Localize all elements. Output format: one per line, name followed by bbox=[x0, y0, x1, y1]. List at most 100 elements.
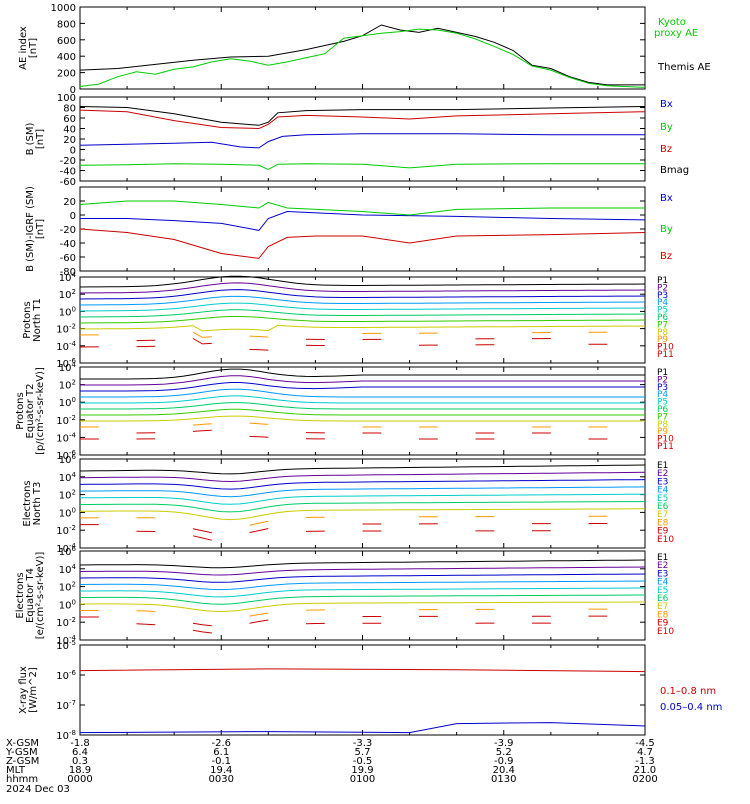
axis-row-value: 0130 bbox=[491, 774, 516, 785]
legend-entry: E10 bbox=[657, 627, 674, 637]
legend-entry: By bbox=[660, 224, 673, 235]
flux-channel-e9 bbox=[250, 620, 269, 623]
y-axis-label: B (SM)-IGRF (SM)[nT] bbox=[25, 186, 46, 272]
y-axis-label-line: North T3 bbox=[32, 482, 43, 526]
legend-entry: Bx bbox=[660, 99, 673, 110]
y-tick-label: 104 bbox=[59, 361, 77, 374]
y-tick-label: 100 bbox=[59, 396, 76, 409]
y-tick-label: 100 bbox=[59, 598, 76, 611]
series-line-bmag bbox=[80, 107, 645, 126]
y-tick-label: 40 bbox=[63, 125, 76, 136]
series-line-by bbox=[80, 201, 645, 215]
flux-channel-e8 bbox=[250, 521, 269, 525]
y-tick-label: 10-2 bbox=[56, 524, 76, 537]
flux-channel-p9 bbox=[250, 423, 269, 424]
flux-channel-e10 bbox=[193, 536, 212, 540]
flux-channel-p9 bbox=[250, 336, 269, 337]
y-tick-label: -20 bbox=[60, 156, 76, 167]
panel-frame bbox=[80, 7, 645, 89]
y-tick-label: 102 bbox=[59, 288, 76, 301]
y-tick-label: 102 bbox=[59, 379, 76, 392]
series-line-bz bbox=[80, 229, 645, 258]
legend-entry: Kyoto bbox=[658, 17, 686, 28]
y-tick-label: 102 bbox=[59, 489, 76, 502]
y-tick-label: 200 bbox=[57, 69, 76, 80]
y-tick-label: 10-2 bbox=[56, 414, 76, 427]
axis-row-value: 0100 bbox=[350, 774, 375, 785]
legend-entry: P11 bbox=[657, 442, 674, 452]
y-tick-label: -60 bbox=[60, 253, 76, 264]
series-line-xray bbox=[80, 669, 645, 672]
panel-frame bbox=[80, 367, 645, 455]
flux-channel-e1 bbox=[80, 465, 645, 474]
y-axis-label-line: [nT] bbox=[35, 219, 46, 239]
y-tick-label: 104 bbox=[59, 471, 77, 484]
legend-entry: Bx bbox=[660, 193, 673, 204]
axis-row-value: 0000 bbox=[67, 774, 92, 785]
y-tick-label: 106 bbox=[59, 545, 77, 558]
flux-channel-e8 bbox=[137, 611, 156, 612]
flux-channel-e8 bbox=[250, 613, 269, 616]
flux-channel-e9 bbox=[250, 529, 269, 533]
series-line-themis-ae bbox=[80, 25, 645, 85]
y-tick-label: 20 bbox=[63, 197, 76, 208]
legend-entry: 0.1–0.8 nm bbox=[660, 686, 716, 697]
y-axis-label-line: [W/m^2] bbox=[28, 667, 39, 713]
legend-entry: Bmag bbox=[660, 165, 689, 176]
flux-channel-p9 bbox=[193, 424, 212, 425]
flux-channel-p7 bbox=[80, 317, 645, 324]
y-tick-label: 100 bbox=[59, 506, 76, 519]
y-axis-label-line: [e/(cm²-s-sr-keV)] bbox=[35, 552, 46, 640]
flux-channel-e4 bbox=[80, 487, 645, 497]
flux-channel-p9 bbox=[193, 332, 212, 337]
y-axis-label: X-ray flux[W/m^2] bbox=[18, 666, 39, 714]
legend-entry: E10 bbox=[657, 535, 674, 545]
flux-channel-p6 bbox=[80, 310, 645, 317]
flux-channel-p7 bbox=[80, 409, 645, 415]
flux-channel-e1 bbox=[80, 560, 645, 568]
series-line-kyoto-proxy-ae bbox=[80, 29, 645, 87]
series-line-bx bbox=[80, 212, 645, 231]
panel-frame bbox=[80, 645, 645, 735]
y-tick-label: 10-6 bbox=[56, 669, 76, 682]
y-tick-label: 600 bbox=[57, 36, 76, 47]
flux-channel-e9 bbox=[193, 623, 212, 625]
y-tick-label: 1000 bbox=[51, 3, 76, 14]
flux-channel-p6 bbox=[80, 403, 645, 409]
y-tick-label: -60 bbox=[60, 177, 76, 188]
y-axis-label-line: [nT] bbox=[28, 38, 39, 58]
y-tick-label: 0 bbox=[70, 211, 76, 222]
series-line-by bbox=[80, 164, 645, 170]
flux-channel-p8 bbox=[80, 416, 645, 421]
y-tick-label: 10-4 bbox=[56, 431, 76, 444]
flux-channel-e7 bbox=[80, 602, 645, 612]
y-tick-label: 104 bbox=[59, 271, 77, 284]
panel-frame bbox=[80, 187, 645, 271]
flux-channel-e2 bbox=[80, 567, 645, 575]
flux-channel-p5 bbox=[80, 303, 645, 311]
axis-row-value: 0200 bbox=[632, 774, 657, 785]
y-axis-label: AE index[nT] bbox=[18, 26, 39, 70]
axis-row-value: 0030 bbox=[209, 774, 234, 785]
y-tick-label: 102 bbox=[59, 581, 76, 594]
y-tick-label: 60 bbox=[63, 114, 76, 125]
y-tick-label: 80 bbox=[63, 104, 76, 115]
y-tick-label: 10-2 bbox=[56, 323, 76, 336]
y-tick-label: -40 bbox=[60, 167, 76, 178]
flux-channel-p11 bbox=[250, 349, 269, 350]
y-tick-label: 104 bbox=[59, 563, 77, 576]
y-tick-label: -20 bbox=[60, 225, 76, 236]
y-tick-label: 400 bbox=[57, 52, 76, 63]
y-tick-label: 0 bbox=[70, 146, 76, 157]
flux-channel-p10 bbox=[193, 430, 212, 431]
y-axis-label-line: [p/(cm²-s-sr-keV)] bbox=[35, 367, 46, 455]
flux-channel-p11 bbox=[250, 436, 269, 437]
y-tick-label: 10-5 bbox=[56, 639, 76, 652]
date-label: 2024 Dec 03 bbox=[6, 784, 70, 795]
